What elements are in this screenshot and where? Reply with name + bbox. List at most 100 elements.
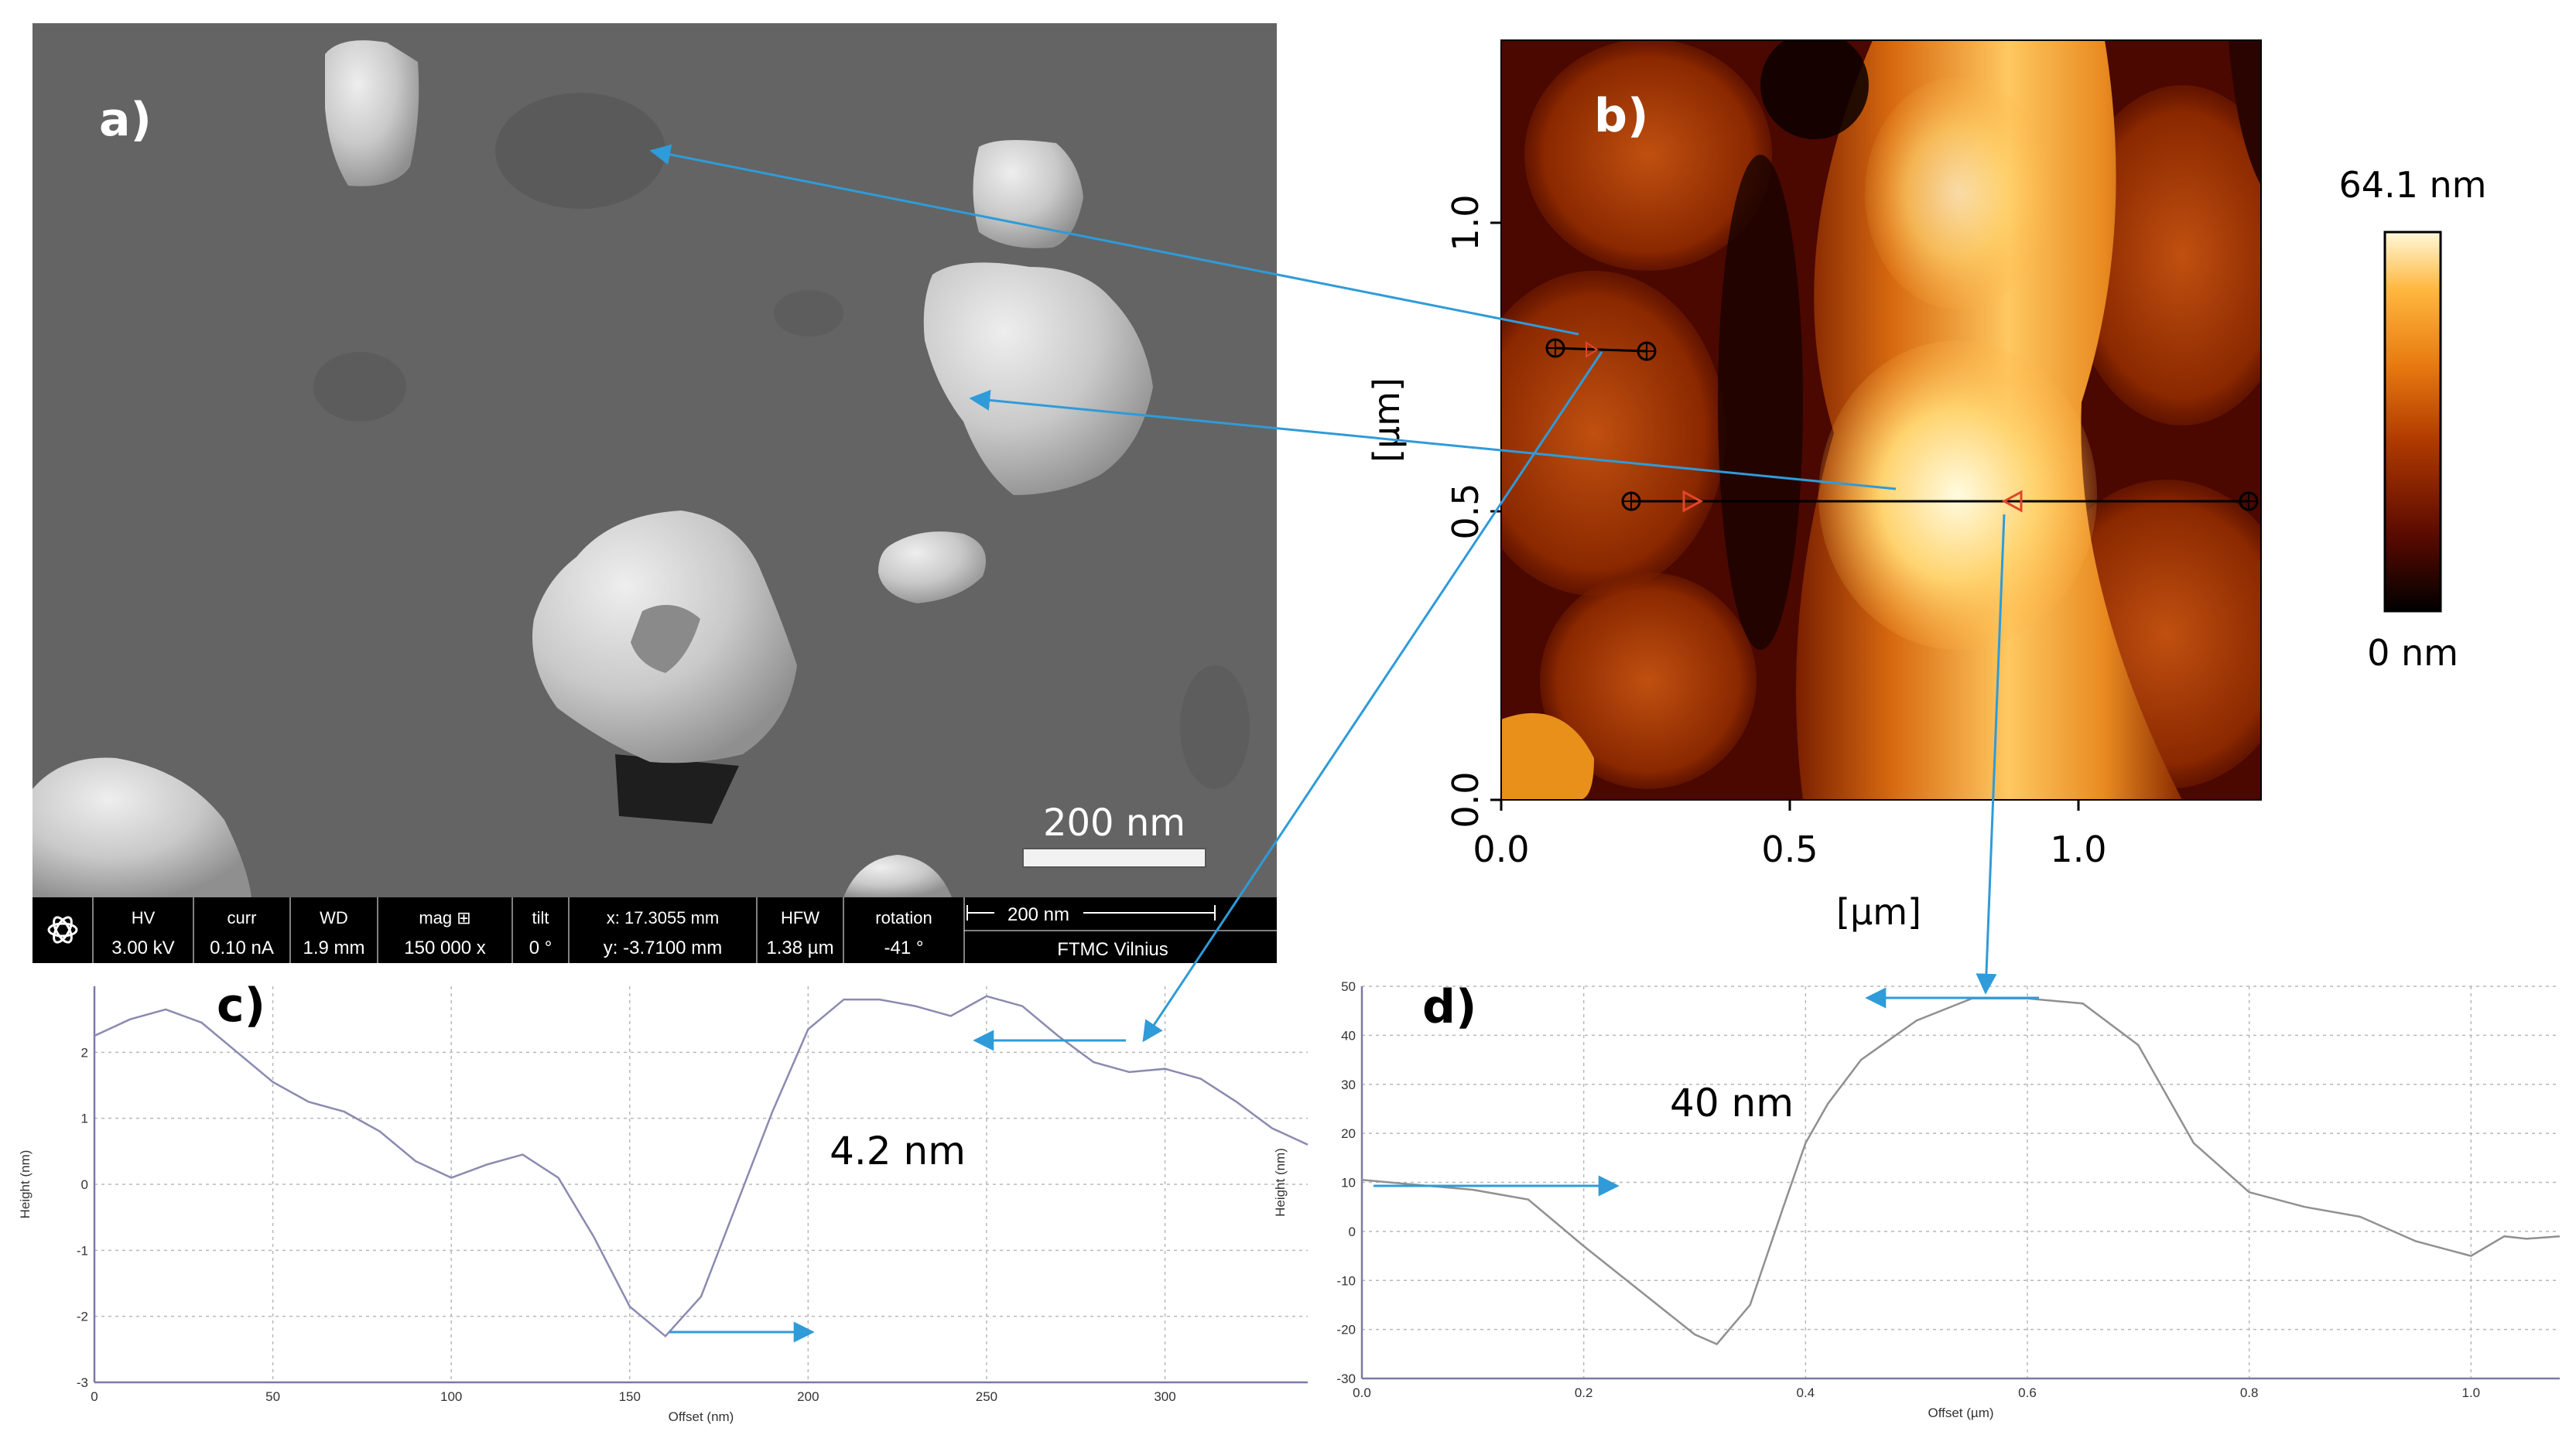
afm-y-axis-label: [µm]	[1366, 377, 1408, 463]
fei-logo-icon	[47, 916, 78, 944]
marker-triangle-icon	[1682, 490, 1704, 513]
sem-grain	[325, 40, 419, 186]
sem-pit	[495, 93, 665, 209]
afm-y-tick-label: 0.5	[1445, 483, 1486, 539]
info-bar-value-5: y: -3.7100 mm	[604, 938, 722, 958]
x-tick-label: 0.4	[1797, 1385, 1815, 1400]
chart-d-panel-label: d)	[1422, 980, 1476, 1034]
afm-frame	[1500, 39, 2262, 801]
afm-panel-label: b)	[1594, 89, 1648, 143]
info-bar-value-1: 0.10 nA	[210, 938, 274, 958]
sem-pit	[774, 290, 843, 336]
afm-panel: b) 0.0 0.5 1.00.00.51.0 [µm] [µm] 64.1 nm …	[1366, 39, 2487, 933]
colorbar-min-label: 0 nm	[2367, 632, 2458, 674]
y-tick-label: -20	[1336, 1323, 1356, 1337]
profile-series-line	[94, 995, 1309, 1338]
info-bar-head-2: WD	[320, 908, 348, 927]
y-tick-label: 0	[1349, 1225, 1356, 1239]
info-bar-head-1: curr	[227, 908, 257, 927]
info-bar-value-0: 3.00 kV	[111, 938, 174, 958]
info-bar-head-0: HV	[132, 908, 156, 927]
arrow-afm-to-profile-d	[1976, 514, 2006, 995]
y-tick-label: 2	[81, 1045, 88, 1060]
x-tick-label: 0.8	[2240, 1385, 2259, 1400]
info-bar-head-4: tilt	[532, 908, 549, 927]
profile-series-line	[1361, 997, 2561, 1346]
x-tick-label: 50	[265, 1389, 280, 1404]
sem-pit	[1180, 665, 1250, 789]
sem-scale-bar	[1022, 848, 1206, 868]
info-bar-value-7: -41 °	[884, 938, 924, 958]
x-tick-label: 0	[91, 1389, 97, 1404]
marker-triangle-icon	[1586, 341, 1599, 358]
y-tick-label: 40	[1341, 1028, 1356, 1043]
sem-grain	[923, 262, 1153, 495]
chart-c-annotation: 4.2 nm	[830, 1129, 966, 1173]
info-bar-columns: HV 3.00 kV curr 0.10 nA WD 1.9 mm mag ⊞ 150 000…	[92, 897, 965, 963]
x-tick-label: 100	[440, 1389, 462, 1404]
colorbar	[2383, 231, 2442, 613]
chart-d-annotation: 40 nm	[1670, 1081, 1794, 1126]
y-tick-label: -10	[1336, 1273, 1356, 1288]
correlation-arrows	[649, 144, 2039, 1343]
x-axis-label: Offset (nm)	[669, 1409, 734, 1424]
info-bar-head-3: mag ⊞	[419, 908, 470, 927]
afm-image	[1501, 40, 2261, 800]
sem-grain	[878, 531, 987, 603]
afm-y-tick-label: 1.0	[1445, 194, 1486, 251]
arrow-afm-to-sem-pit	[649, 144, 1579, 336]
afm-profile-line-d	[1621, 490, 2259, 513]
x-tick-label: 0.2	[1575, 1385, 1593, 1400]
y-axis-label: Height (nm)	[1273, 1148, 1288, 1217]
y-tick-label: -2	[77, 1310, 88, 1324]
sem-panel: a) 200 nm HV 3.00 kV curr 0.10 nA WD 1.9 mm ma…	[32, 23, 1277, 963]
profile-chart-d: 0.0 0.2 0.4 0.6 0.8 1.0 50 40 30 20 10 0 -10 -20 -30 Of…	[1273, 979, 2561, 1420]
info-bar-head-6: HFW	[781, 908, 819, 927]
info-bar-institution: FTMC Vilnius	[1057, 939, 1168, 960]
info-bar-head-7: rotation	[875, 908, 932, 927]
info-bar-value-2: 1.9 mm	[303, 938, 364, 958]
marker-triangle-icon	[2001, 490, 2023, 513]
y-tick-label: 50	[1341, 979, 1356, 994]
x-tick-label: 1.0	[2462, 1385, 2481, 1400]
info-bar-value-4: 0 °	[529, 938, 552, 958]
sem-panel-label: a)	[99, 93, 152, 147]
afm-x-tick-label: 1.0	[2050, 828, 2106, 870]
y-tick-label: 10	[1341, 1176, 1356, 1191]
y-tick-label: -30	[1336, 1372, 1356, 1386]
x-tick-label: 150	[619, 1389, 641, 1404]
sem-scale-bar-label: 200 nm	[1043, 801, 1185, 845]
afm-y-tick-label: 0.0	[1445, 771, 1486, 828]
profile-chart-c: 0 50 100 150 200 250 300 2 1 0 -1 -2 -3 Offset (nm) He…	[18, 986, 1309, 1424]
sem-grain-texture	[631, 605, 700, 673]
afm-x-axis-label: [µm]	[1836, 891, 1921, 933]
x-tick-label: 250	[976, 1389, 997, 1404]
y-axis-label: Height (nm)	[18, 1150, 32, 1219]
x-tick-label: 300	[1154, 1389, 1175, 1404]
info-bar-head-5: x: 17.3055 mm	[607, 908, 720, 927]
sem-info-bar: HV 3.00 kV curr 0.10 nA WD 1.9 mm mag ⊞ 150 000…	[32, 897, 1277, 963]
x-axis-label: Offset (µm)	[1928, 1406, 1993, 1420]
arrow-afm-to-profile-c	[1142, 351, 1603, 1043]
sem-grain	[32, 757, 251, 897]
x-tick-label: 0.0	[1353, 1385, 1371, 1400]
sem-shadow	[615, 754, 739, 824]
afm-x-tick-label: 0.0	[1473, 828, 1529, 870]
sem-grain	[973, 140, 1083, 248]
y-tick-label: 0	[81, 1177, 88, 1192]
arrow-afm-to-sem-grain	[969, 389, 1897, 490]
colorbar-max-label: 64.1 nm	[2338, 164, 2486, 206]
afm-profile-line-c	[1545, 338, 1657, 361]
sem-grain	[843, 855, 952, 897]
chart-c-panel-label: c)	[217, 979, 265, 1033]
y-tick-label: 1	[81, 1112, 88, 1126]
y-tick-label: 20	[1341, 1126, 1356, 1141]
afm-axes: 0.0 0.5 1.0 0.0 0.5 1.0	[1445, 194, 2107, 870]
info-bar-value-6: 1.38 µm	[766, 938, 833, 958]
info-bar-scale-label: 200 nm	[1007, 904, 1069, 925]
afm-x-tick-label: 0.5	[1761, 828, 1818, 870]
y-tick-label: -3	[77, 1375, 88, 1390]
sem-pit	[313, 352, 406, 422]
y-tick-label: -1	[77, 1243, 88, 1258]
